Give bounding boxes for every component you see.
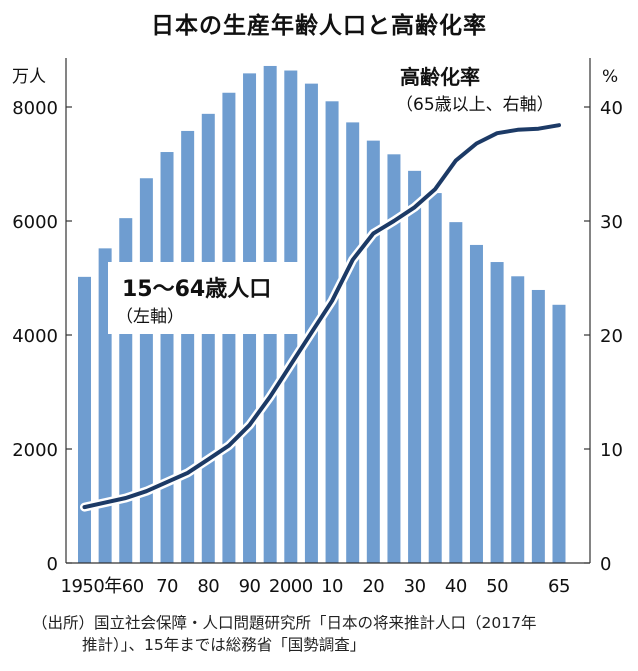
bar-1975 bbox=[181, 130, 195, 563]
line-label-bg bbox=[396, 64, 578, 120]
bar-1970 bbox=[160, 152, 174, 563]
line-series bbox=[80, 120, 564, 512]
source-line-1: （出所）国立社会保障・人口問題研究所「日本の将来推計人口（2017年 bbox=[32, 614, 537, 632]
x-tick-label: 50 bbox=[486, 576, 508, 597]
chart-title: 日本の生産年齢人口と高齢化率 bbox=[151, 13, 487, 39]
bar-1980 bbox=[201, 113, 215, 563]
chart-svg: 8000 6000 4000 2000 0 万人 40 30 20 10 0% 1950年 60 70 80… bbox=[12, 58, 623, 597]
bar-2035 bbox=[428, 193, 442, 563]
right-tick-label: 10 bbox=[600, 440, 623, 461]
right-tick-label: 40 bbox=[600, 98, 623, 119]
left-tick-label: 0 bbox=[47, 554, 58, 575]
right-tick-label: 20 bbox=[600, 326, 623, 347]
x-tick-label: 2000 bbox=[269, 576, 313, 597]
bar-2045 bbox=[469, 244, 483, 563]
left-tick-label: 6000 bbox=[12, 212, 58, 233]
left-tick-label: 8000 bbox=[12, 98, 58, 119]
x-tick-label: 60 bbox=[122, 576, 144, 597]
bar-label-bg bbox=[108, 262, 298, 334]
right-axis-unit: % bbox=[602, 67, 618, 87]
left-axis-unit: 万人 bbox=[12, 67, 46, 87]
bar-2005 bbox=[304, 83, 318, 563]
bar-series bbox=[78, 65, 566, 564]
bar-2055 bbox=[511, 276, 525, 563]
x-tick-label: 80 bbox=[197, 576, 219, 597]
bar-2010 bbox=[325, 101, 339, 564]
aging-rate-line bbox=[82, 123, 561, 510]
bar-series-name: 15〜64歳人口 bbox=[122, 277, 271, 302]
x-tick-label: 30 bbox=[404, 576, 426, 597]
bar-2040 bbox=[449, 222, 463, 563]
x-tick-label: 90 bbox=[239, 576, 261, 597]
bar-1965 bbox=[139, 178, 153, 563]
bar-2025 bbox=[387, 154, 401, 563]
bar-2030 bbox=[408, 170, 422, 563]
x-tick-label: 10 bbox=[321, 576, 343, 597]
x-tick-label: 20 bbox=[362, 576, 384, 597]
right-tick-label: 0 bbox=[600, 554, 611, 575]
series-labels: 高齢化率 （65歳以上、右軸） 15〜64歳人口 （左軸） bbox=[108, 64, 578, 334]
bar-2015 bbox=[346, 122, 360, 563]
bar-series-sub: （左軸） bbox=[116, 307, 184, 327]
left-tick-label: 4000 bbox=[12, 326, 58, 347]
bar-1950 bbox=[78, 276, 91, 563]
bar-2050 bbox=[490, 262, 504, 563]
left-tick-label: 2000 bbox=[12, 440, 58, 461]
line-series-sub: （65歳以上、右軸） bbox=[396, 95, 554, 115]
bar-2065 bbox=[552, 304, 566, 563]
source-line-2: 推計）」、15年までは総務省「国勢調査」 bbox=[82, 636, 366, 654]
right-tick-label: 30 bbox=[600, 212, 623, 233]
x-tick-label: 40 bbox=[445, 576, 467, 597]
x-tick-label: 70 bbox=[156, 576, 178, 597]
x-tick-label: 65 bbox=[548, 576, 570, 597]
bar-2020 bbox=[366, 140, 380, 563]
line-series-name: 高齢化率 bbox=[400, 65, 480, 89]
source-note: （出所）国立社会保障・人口問題研究所「日本の将来推計人口（2017年 推計）」、… bbox=[32, 612, 632, 656]
axes: 8000 6000 4000 2000 0 万人 40 30 20 10 0% 1950年 60 70 80… bbox=[12, 58, 623, 597]
bar-2060 bbox=[531, 289, 545, 563]
x-tick-label: 1950年 bbox=[61, 576, 123, 597]
